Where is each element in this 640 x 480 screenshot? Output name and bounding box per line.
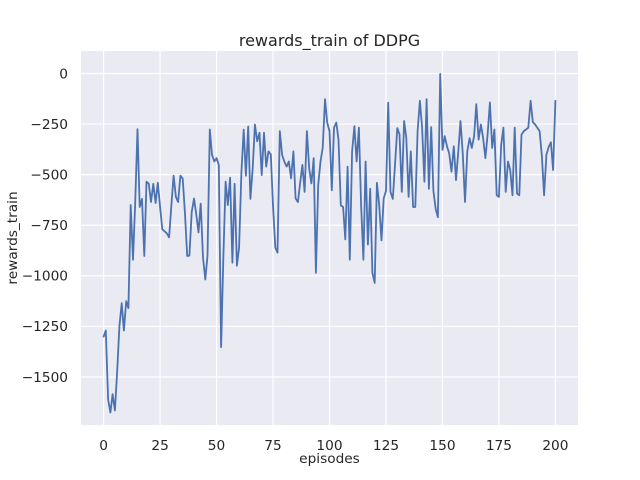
- y-axis-label: rewards_train: [5, 191, 21, 285]
- x-axis-label: episodes: [299, 451, 360, 467]
- x-tick-label: 75: [264, 438, 281, 454]
- x-tick-label: 100: [316, 438, 342, 454]
- y-tick-label: −1500: [22, 370, 68, 386]
- y-tick-label: −500: [30, 168, 68, 184]
- x-tick-label: 0: [99, 438, 108, 454]
- x-tick-label: 25: [151, 438, 168, 454]
- x-tick-label: 150: [429, 438, 455, 454]
- x-tick-label: 175: [486, 438, 512, 454]
- y-tick-label: −1250: [22, 319, 68, 335]
- y-tick-label: −1000: [22, 269, 68, 285]
- chart-title: rewards_train of DDPG: [238, 31, 421, 50]
- x-tick-label: 50: [208, 438, 225, 454]
- x-tick-label: 125: [373, 438, 399, 454]
- tick-labels: 0 25 50 75 100 125 150 175 200 0 −250 −500 −750 −1000…: [22, 66, 569, 454]
- y-tick-label: −250: [30, 117, 68, 133]
- x-tick-label: 200: [542, 438, 568, 454]
- y-tick-label: −750: [30, 218, 68, 234]
- series-line-rewards_train: [102, 73, 557, 414]
- y-tick-label: 0: [59, 66, 68, 82]
